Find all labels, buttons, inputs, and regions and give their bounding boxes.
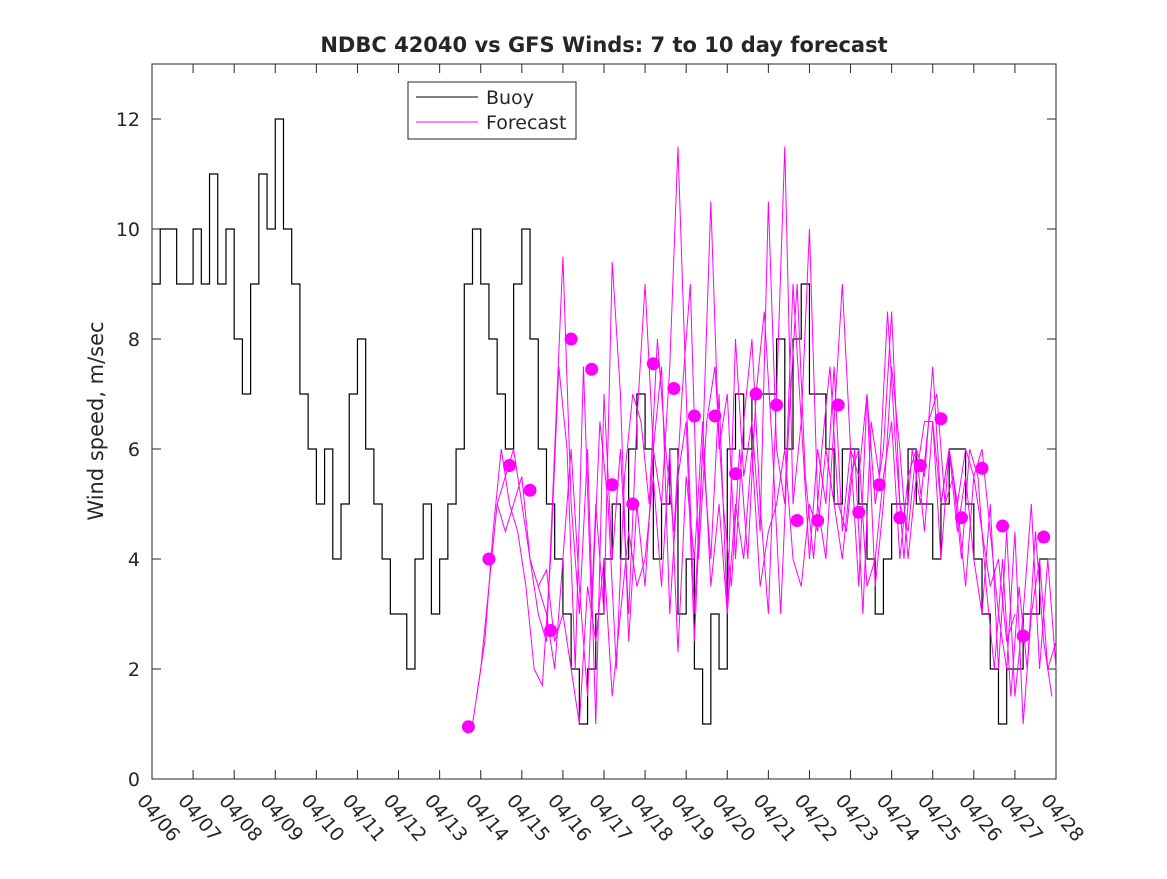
forecast-point [544, 624, 558, 637]
y-tick-label: 10 [116, 219, 140, 241]
forecast-point [934, 412, 948, 426]
forecast-point [1016, 629, 1030, 643]
legend-box [407, 81, 577, 140]
y-tick-label: 0 [128, 769, 140, 791]
forecast-point [954, 511, 968, 525]
legend-forecast-label: Forecast [486, 112, 566, 134]
forecast-point [975, 461, 989, 475]
plot-area [152, 118, 1057, 734]
forecast-point [913, 459, 927, 472]
forecast-point [831, 398, 845, 412]
forecast-point [728, 467, 742, 481]
forecast-point [708, 409, 722, 423]
forecast-point [770, 398, 784, 412]
chart-title: NDBC 42040 vs GFS Winds: 7 to 10 day for… [320, 33, 887, 57]
forecast-point [893, 511, 907, 525]
forecast-point [646, 357, 660, 371]
forecast-point [564, 332, 578, 346]
forecast-point [667, 382, 681, 395]
y-tick-label: 4 [128, 549, 140, 571]
forecast-point [687, 409, 701, 423]
forecast-series-line [496, 421, 1016, 725]
legend: Buoy Forecast [407, 81, 577, 140]
legend-buoy-label: Buoy [486, 87, 534, 109]
forecast-point [626, 497, 640, 511]
forecast-point [502, 459, 516, 472]
y-axis-label: Wind speed, m/sec [84, 321, 108, 520]
y-tick-label: 8 [128, 329, 140, 351]
forecast-point [852, 505, 866, 519]
forecast-point [482, 552, 496, 566]
forecast-point [1037, 530, 1051, 544]
forecast-point [585, 362, 599, 376]
forecast-point [605, 478, 619, 492]
forecast-point [811, 514, 825, 527]
forecast-point [461, 720, 475, 734]
forecast-point [996, 519, 1010, 533]
forecast-series-line [476, 283, 1053, 697]
forecast-point [523, 483, 537, 497]
y-tick-label: 2 [128, 659, 140, 681]
forecast-series-line [537, 201, 1057, 697]
forecast-point [872, 478, 886, 492]
y-tick-label: 6 [128, 439, 140, 461]
y-tick-label: 12 [116, 109, 140, 131]
forecast-point [790, 514, 804, 527]
forecast-point [749, 387, 763, 401]
